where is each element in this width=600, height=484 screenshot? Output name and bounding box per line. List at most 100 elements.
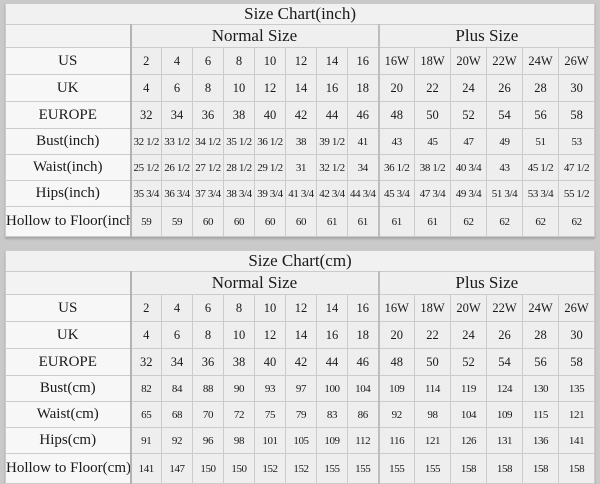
size-cell: 20 bbox=[377, 321, 415, 349]
measurement-cell: 45 3/4 bbox=[377, 180, 415, 207]
size-cell: 28 bbox=[522, 74, 559, 102]
measurement-cell: 82 bbox=[130, 375, 162, 402]
size-cell: 18 bbox=[347, 74, 379, 102]
measurement-cell: 44 3/4 bbox=[347, 180, 379, 207]
table-row: UK 4 6 8 10 12 14 16 18 20 22 24 26 28 30 bbox=[5, 321, 596, 349]
size-cell: 20W bbox=[450, 294, 487, 322]
measurement-cell: 88 bbox=[192, 375, 224, 402]
measurement-cell: 86 bbox=[347, 401, 379, 428]
measurement-cell: 62 bbox=[486, 206, 523, 237]
measurement-cell: 158 bbox=[522, 453, 559, 484]
size-chart-table: Size Chart(inch) Normal Size Plus Size US 2 4… bbox=[4, 3, 596, 237]
normal-size-header: Normal Size bbox=[130, 24, 379, 48]
size-cell: 28 bbox=[522, 321, 559, 349]
measurement-cell: 158 bbox=[486, 453, 523, 484]
measurement-cell: 109 bbox=[377, 375, 415, 402]
measurement-cell: 36 1/2 bbox=[377, 154, 415, 181]
measurement-cell: 101 bbox=[254, 427, 286, 454]
measurement-cell: 42 3/4 bbox=[316, 180, 348, 207]
size-cell: 14 bbox=[316, 47, 348, 75]
size-chart-inch-table: Size Chart(inch) Normal Size Plus Size US 2 4… bbox=[4, 3, 596, 237]
measurement-cell: 104 bbox=[347, 375, 379, 402]
size-cell: 54 bbox=[486, 101, 523, 129]
size-cell: 16 bbox=[316, 74, 348, 102]
measurement-cell: 70 bbox=[192, 401, 224, 428]
size-cell: 12 bbox=[254, 321, 286, 349]
measurement-cell: 65 bbox=[130, 401, 162, 428]
table-row: Hips(inch) 35 3/4 36 3/4 37 3/4 38 3/4 39 3/4… bbox=[5, 180, 596, 207]
measurement-cell: 158 bbox=[557, 453, 596, 484]
size-cell: 50 bbox=[414, 348, 451, 376]
size-cell: 52 bbox=[450, 348, 487, 376]
measurement-cell: 83 bbox=[316, 401, 348, 428]
measurement-cell: 53 3/4 bbox=[522, 180, 559, 207]
size-cell: 24W bbox=[522, 47, 559, 75]
table-row: Waist(cm) 65 68 70 72 75 79 83 86 92 98 104 109 115 12… bbox=[5, 401, 596, 428]
row-label: EUROPE bbox=[5, 101, 132, 129]
size-cell: 8 bbox=[192, 74, 224, 102]
measurement-cell: 98 bbox=[414, 401, 451, 428]
table-gap bbox=[5, 237, 595, 250]
size-cell: 4 bbox=[161, 47, 193, 75]
size-cell: 24 bbox=[450, 321, 487, 349]
size-cell: 12 bbox=[285, 47, 317, 75]
measurement-cell: 115 bbox=[522, 401, 559, 428]
measurement-cell: 62 bbox=[557, 206, 596, 237]
measurement-cell: 27 1/2 bbox=[192, 154, 224, 181]
size-cell: 16W bbox=[377, 47, 415, 75]
size-cell: 42 bbox=[285, 101, 317, 129]
size-cell: 32 bbox=[130, 101, 162, 129]
size-cell: 10 bbox=[223, 74, 255, 102]
measurement-cell: 45 bbox=[414, 128, 451, 155]
row-label: US bbox=[5, 47, 132, 75]
measurement-cell: 136 bbox=[522, 427, 559, 454]
size-cell: 4 bbox=[130, 74, 162, 102]
measurement-cell: 38 bbox=[285, 128, 317, 155]
size-cell: 26W bbox=[557, 294, 596, 322]
measurement-cell: 55 1/2 bbox=[557, 180, 596, 207]
measurement-cell: 60 bbox=[254, 206, 286, 237]
row-label: UK bbox=[5, 74, 132, 102]
measurement-cell: 130 bbox=[522, 375, 559, 402]
size-cell: 8 bbox=[192, 321, 224, 349]
measurement-cell: 35 1/2 bbox=[223, 128, 255, 155]
measurement-cell: 62 bbox=[522, 206, 559, 237]
table-row: Hollow to Floor(cm) 141 147 150 150 152 152 155… bbox=[5, 453, 596, 484]
size-cell: 30 bbox=[557, 321, 596, 349]
size-cell: 24W bbox=[522, 294, 559, 322]
measurement-cell: 141 bbox=[130, 453, 162, 484]
size-cell: 20 bbox=[377, 74, 415, 102]
measurement-cell: 90 bbox=[223, 375, 255, 402]
measurement-cell: 109 bbox=[316, 427, 348, 454]
size-cell: 18 bbox=[347, 321, 379, 349]
table-title: Size Chart(cm) bbox=[4, 250, 596, 272]
size-cell: 40 bbox=[254, 348, 286, 376]
size-cell: 14 bbox=[285, 74, 317, 102]
measurement-cell: 32 1/2 bbox=[130, 128, 162, 155]
measurement-cell: 35 3/4 bbox=[130, 180, 162, 207]
measurement-cell: 28 1/2 bbox=[223, 154, 255, 181]
measurement-cell: 62 bbox=[450, 206, 487, 237]
measurement-cell: 59 bbox=[130, 206, 162, 237]
size-cell: 44 bbox=[316, 101, 348, 129]
size-cell: 16 bbox=[347, 294, 379, 322]
size-cell: 48 bbox=[377, 348, 415, 376]
table-title: Size Chart(inch) bbox=[4, 3, 596, 25]
row-label: UK bbox=[5, 321, 132, 349]
measurement-cell: 47 3/4 bbox=[414, 180, 451, 207]
size-cell: 26W bbox=[557, 47, 596, 75]
measurement-cell: 36 3/4 bbox=[161, 180, 193, 207]
size-cell: 34 bbox=[161, 101, 193, 129]
plus-size-header: Plus Size bbox=[377, 271, 596, 295]
size-cell: 48 bbox=[377, 101, 415, 129]
measurement-cell: 61 bbox=[347, 206, 379, 237]
measurement-cell: 60 bbox=[192, 206, 224, 237]
measurement-cell: 68 bbox=[161, 401, 193, 428]
size-cell: 52 bbox=[450, 101, 487, 129]
table-row: EUROPE 32 34 36 38 40 42 44 46 48 50 52 54 56 58 bbox=[5, 101, 596, 129]
size-cell: 4 bbox=[161, 294, 193, 322]
measurement-cell: 61 bbox=[414, 206, 451, 237]
measurement-cell: 112 bbox=[347, 427, 379, 454]
measurement-cell: 39 3/4 bbox=[254, 180, 286, 207]
size-cell: 16W bbox=[377, 294, 415, 322]
